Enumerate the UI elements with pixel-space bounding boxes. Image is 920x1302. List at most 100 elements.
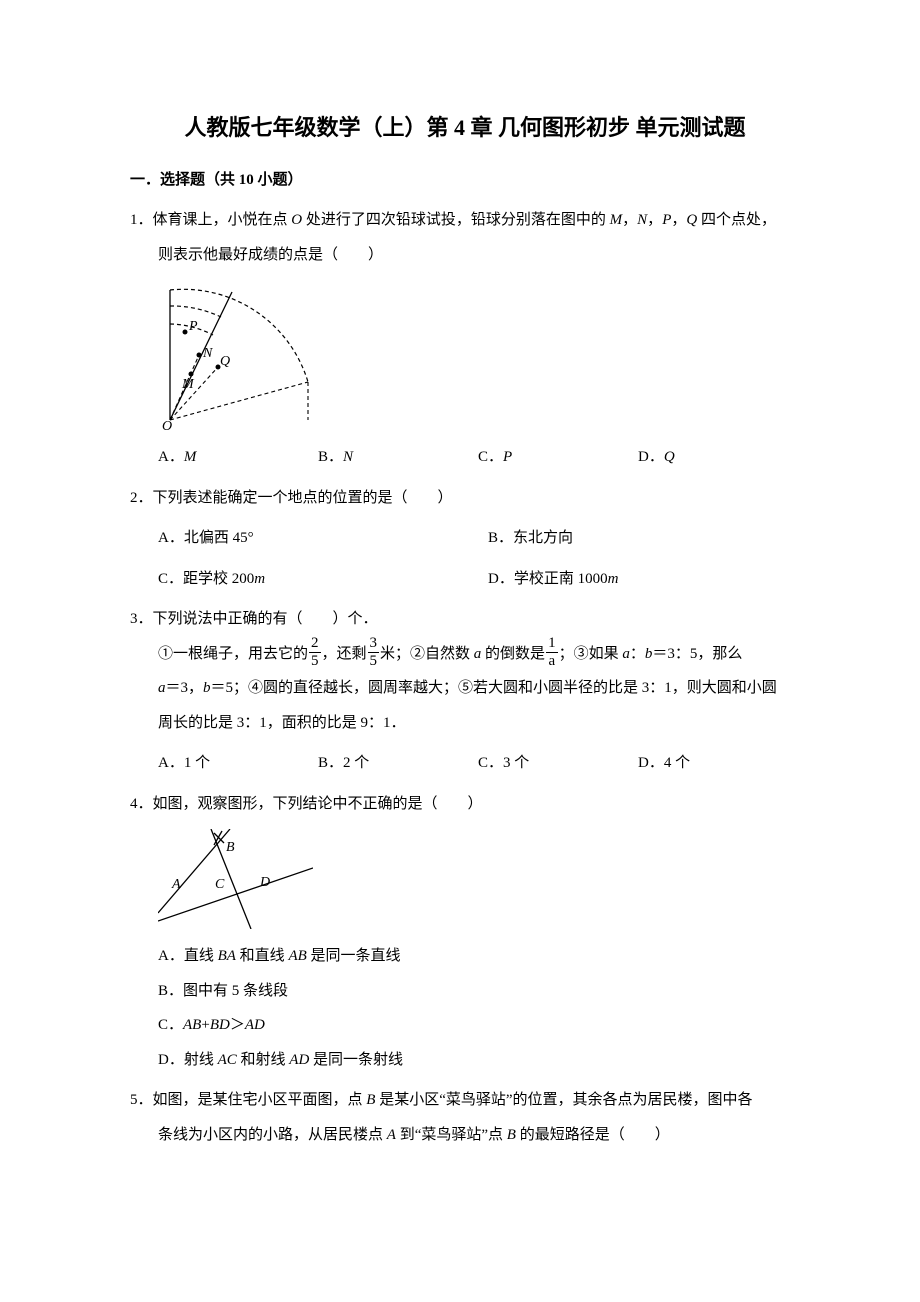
q3-b1b: ，还剩 (322, 646, 367, 662)
f2d: 5 (368, 653, 380, 670)
q4-stem: 4．如图，观察图形，下列结论中不正确的是（ ） (130, 787, 800, 822)
q5-b1: 条线为小区内的小路，从居民楼点 (158, 1127, 387, 1143)
q1-b-val: N (343, 449, 353, 465)
q5-b3: 的最短路径是（ ） (516, 1127, 670, 1143)
f3n: 1 (546, 635, 558, 653)
q1-P: P (662, 212, 671, 228)
q3-body-line1: ①一根绳子，用去它的25，还剩35米；②自然数 a 的倒数是1a；③如果 a：b… (130, 637, 800, 672)
q1-Q: Q (686, 212, 697, 228)
label-Q: Q (220, 354, 230, 369)
q1-a-label: A． (158, 449, 184, 465)
f3d: a (546, 653, 558, 670)
q4c-gt: ＞ (230, 1017, 245, 1033)
q4c-AD: AD (245, 1017, 265, 1033)
q1-body: 则表示他最好成绩的点是（ ） (130, 238, 800, 273)
q4-opt-a: A．直线 BA 和直线 AB 是同一条直线 (130, 939, 800, 974)
q1-opt-c: C．P (478, 440, 638, 475)
q5-s1: 如图，是某住宅小区平面图，点 (153, 1092, 367, 1108)
q1-opt-b: B．N (318, 440, 478, 475)
shot-put-diagram: P N M Q O (158, 280, 318, 430)
f2n: 3 (368, 635, 380, 653)
q4a-AB: AB (288, 948, 306, 964)
q2-opt-b: B．东北方向 (488, 521, 818, 556)
q3-b1d: 的倒数是 (481, 646, 545, 662)
q4c-pre: C． (158, 1017, 183, 1033)
q5-stem: 5．如图，是某住宅小区平面图，点 B 是某小区“菜鸟驿站”的位置，其余各点为居民… (130, 1083, 800, 1118)
q1-b-label: B． (318, 449, 343, 465)
label-C: C (215, 877, 225, 892)
q2-c-txt: C．距学校 200 (158, 571, 254, 587)
q4-opt-d: D．射线 AC 和射线 AD 是同一条射线 (130, 1043, 800, 1078)
q1-N: N (637, 212, 647, 228)
q4-figure: B A C D (130, 829, 800, 929)
q4d-mid: 和射线 (237, 1052, 290, 1068)
label-B: B (226, 840, 235, 855)
q1-M: M (610, 212, 623, 228)
q4-text: 如图，观察图形，下列结论中不正确的是（ ） (153, 796, 483, 812)
q4a-post: 是同一条直线 (307, 948, 401, 964)
q2-num: 2． (130, 490, 153, 506)
label-A: A (171, 877, 181, 892)
q2-options-row2: C．距学校 200m D．学校正南 1000m (130, 562, 800, 597)
q4d-AD: AD (289, 1052, 309, 1068)
q3-opt-a: A．1 个 (158, 746, 318, 781)
q5-b2: 到“菜鸟驿站”点 (396, 1127, 507, 1143)
q5-B2: B (507, 1127, 516, 1143)
question-2: 2．下列表述能确定一个地点的位置的是（ ） A．北偏西 45° B．东北方向 C… (130, 481, 800, 597)
q3-colon: ： (630, 646, 645, 662)
q3-opt-b: B．2 个 (318, 746, 478, 781)
f1d: 5 (309, 653, 321, 670)
q5-A: A (387, 1127, 396, 1143)
label-P: P (188, 319, 198, 334)
question-3: 3．下列说法中正确的有（ ）个． ①一根绳子，用去它的25，还剩35米；②自然数… (130, 602, 800, 781)
q1-options: A．M B．N C．P D．Q (130, 440, 800, 475)
q1-figure: P N M Q O (130, 280, 800, 430)
q2-options-row1: A．北偏西 45° B．东北方向 (130, 521, 800, 556)
q1-c-label: C． (478, 449, 503, 465)
q3-b1a: ①一根绳子，用去它的 (158, 646, 308, 662)
q5-num: 5． (130, 1092, 153, 1108)
q3-opt-d: D．4 个 (638, 746, 798, 781)
q4a-mid: 和直线 (236, 948, 289, 964)
q2-d-txt: D．学校正南 1000 (488, 571, 608, 587)
label-D: D (259, 875, 270, 890)
q3-opt-c: C．3 个 (478, 746, 638, 781)
q3-a2: a (622, 646, 630, 662)
q3-p2d: ＝5；④圆的直径越长，圆周率越大；⑤若大圆和小圆半径的比是 3：1，则大圆和小圆 (211, 680, 777, 696)
q2-opt-d: D．学校正南 1000m (488, 562, 818, 597)
q4a-BA: BA (218, 948, 236, 964)
q3-body-line3: 周长的比是 3：1，面积的比是 9：1． (130, 706, 800, 741)
label-O: O (162, 419, 172, 430)
q1-stem: 1．体育课上，小悦在点 O 处进行了四次铅球试投，铅球分别落在图中的 M，N，P… (130, 203, 800, 238)
q1-text2: 处进行了四次铅球试投，铅球分别落在图中的 (302, 212, 610, 228)
label-N: N (202, 346, 213, 361)
q3-p2a: a (158, 680, 166, 696)
q4d-post: 是同一条射线 (309, 1052, 403, 1068)
q4-num: 4． (130, 796, 153, 812)
q1-num: 1． (130, 212, 153, 228)
q3-b1e: ；③如果 (559, 646, 623, 662)
q2-c-m: m (254, 571, 265, 587)
question-4: 4．如图，观察图形，下列结论中不正确的是（ ） B A C D A．直线 BA … (130, 787, 800, 1078)
q1-a-val: M (184, 449, 197, 465)
q1-c2: ， (647, 212, 662, 228)
q5-body: 条线为小区内的小路，从居民楼点 A 到“菜鸟驿站”点 B 的最短路径是（ ） (130, 1118, 800, 1153)
q3-options: A．1 个 B．2 个 C．3 个 D．4 个 (130, 746, 800, 781)
q4c-BD: BD (210, 1017, 230, 1033)
fraction-1-a: 1a (546, 635, 558, 669)
q1-text3: 四个点处， (697, 212, 776, 228)
q3-num: 3． (130, 611, 153, 627)
q3-p2c: b (203, 680, 211, 696)
q3-b1f: ＝3：5，那么 (652, 646, 742, 662)
q1-text: 体育课上，小悦在点 (153, 212, 292, 228)
q4d-AC: AC (218, 1052, 237, 1068)
q2-stem: 2．下列表述能确定一个地点的位置的是（ ） (130, 481, 800, 516)
q1-c1: ， (622, 212, 637, 228)
fraction-2-5: 25 (309, 635, 321, 669)
section-heading: 一．选择题（共 10 小题） (130, 168, 800, 189)
line-figure: B A C D (158, 829, 313, 929)
q1-opt-a: A．M (158, 440, 318, 475)
q4-opt-c: C．AB+BD＞AD (130, 1008, 800, 1043)
q3-body-line2: a＝3，b＝5；④圆的直径越长，圆周率越大；⑤若大圆和小圆半径的比是 3：1，则… (130, 671, 800, 706)
q4-opt-b: B．图中有 5 条线段 (130, 974, 800, 1009)
